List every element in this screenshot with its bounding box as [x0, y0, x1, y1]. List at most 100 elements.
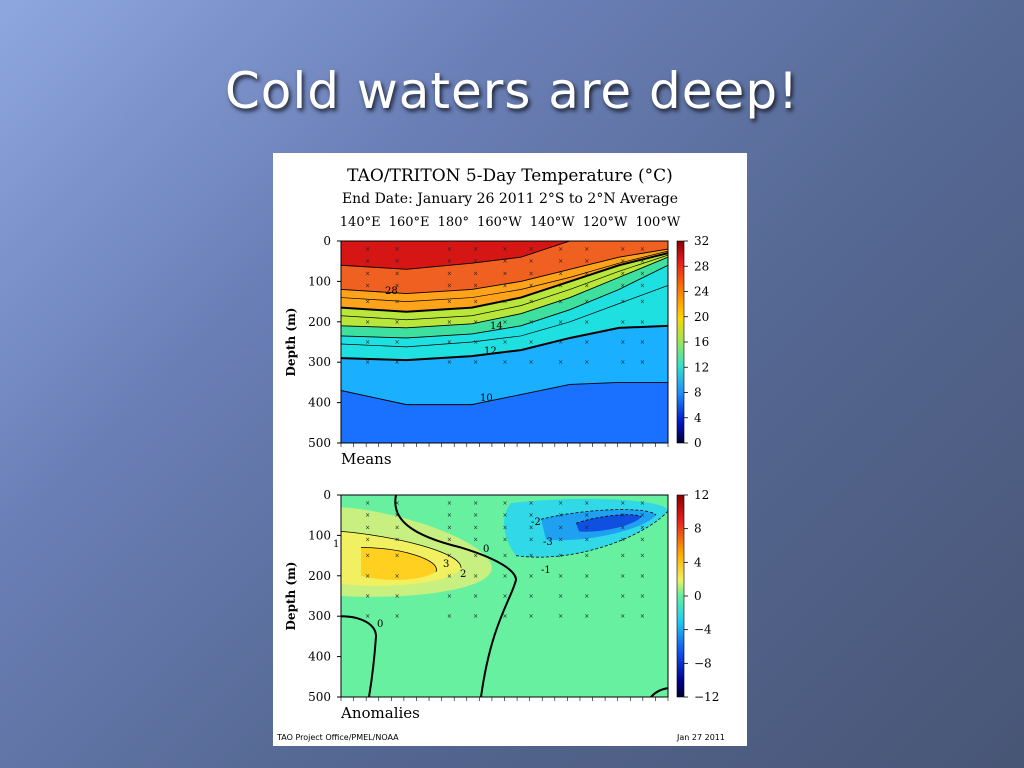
mooring-marker: × — [473, 524, 478, 531]
mooring-marker: × — [503, 359, 508, 366]
mooring-marker: × — [584, 524, 589, 531]
means-isotherm-line — [341, 264, 668, 339]
means-isotherm-line — [341, 252, 668, 313]
mooring-marker: × — [584, 553, 589, 560]
y-tick-label: 200 — [308, 569, 331, 583]
mooring-marker: × — [395, 258, 400, 265]
y-tick-label: 400 — [308, 650, 331, 664]
mooring-marker: × — [558, 553, 563, 560]
mooring-marker: × — [447, 270, 452, 277]
mooring-marker: × — [558, 613, 563, 620]
mooring-marker: × — [365, 593, 370, 600]
anomaly-contour-label: 0 — [377, 619, 383, 630]
mooring-marker: × — [365, 299, 370, 306]
mooring-marker: × — [640, 258, 645, 265]
y-tick-label: 0 — [323, 234, 331, 248]
mooring-marker: × — [529, 613, 534, 620]
anomaly-contour-label: 3 — [443, 559, 449, 570]
mooring-marker: × — [558, 319, 563, 326]
mooring-marker: × — [365, 339, 370, 346]
y-tick-label: 500 — [308, 690, 331, 704]
means-isotherm-line — [341, 250, 668, 302]
mooring-marker: × — [395, 500, 400, 507]
mooring-marker: × — [473, 282, 478, 289]
mooring-marker: × — [365, 512, 370, 519]
mooring-marker: × — [473, 500, 478, 507]
mooring-marker: × — [640, 319, 645, 326]
anomaly-zero-contour — [340, 615, 378, 698]
mooring-marker: × — [558, 593, 563, 600]
mooring-marker: × — [584, 339, 589, 346]
mooring-marker: × — [447, 553, 452, 560]
mooring-marker: × — [529, 258, 534, 265]
anomaly-contour-label: -2 — [531, 517, 541, 528]
figure-title: TAO/TRITON 5-Day Temperature (°C) — [347, 166, 673, 186]
mooring-marker: × — [584, 282, 589, 289]
mooring-marker: × — [503, 573, 508, 580]
colorbar-label: −4 — [694, 623, 712, 637]
mooring-marker: × — [640, 553, 645, 560]
y-tick-label: 100 — [308, 274, 331, 288]
mooring-marker: × — [558, 536, 563, 543]
mooring-marker: × — [447, 500, 452, 507]
mooring-marker: × — [365, 270, 370, 277]
mooring-marker: × — [584, 500, 589, 507]
anomaly-negative-contour — [515, 510, 669, 558]
anomaly-contour-label: -1 — [541, 565, 551, 576]
mooring-marker: × — [473, 319, 478, 326]
mooring-marker: × — [558, 270, 563, 277]
mooring-marker: × — [640, 339, 645, 346]
mooring-marker: × — [395, 524, 400, 531]
y-tick-label: 400 — [308, 396, 331, 410]
mooring-marker: × — [447, 299, 452, 306]
mooring-marker: × — [640, 573, 645, 580]
colorbar-label: 12 — [694, 488, 709, 502]
mooring-marker: × — [584, 573, 589, 580]
mooring-marker: × — [395, 359, 400, 366]
mooring-marker: × — [640, 613, 645, 620]
mooring-marker: × — [529, 319, 534, 326]
mooring-marker: × — [395, 613, 400, 620]
footer-date: Jan 27 2011 — [677, 733, 725, 742]
mooring-marker: × — [473, 573, 478, 580]
mooring-marker: × — [558, 299, 563, 306]
anomaly-contour-label: 2 — [460, 569, 466, 580]
mooring-marker: × — [473, 613, 478, 620]
mooring-marker: × — [640, 500, 645, 507]
mooring-marker: × — [620, 593, 625, 600]
mooring-marker: × — [584, 613, 589, 620]
mooring-marker: × — [558, 258, 563, 265]
mooring-marker: × — [447, 536, 452, 543]
mooring-marker: × — [529, 536, 534, 543]
colorbar — [676, 494, 685, 698]
mooring-marker: × — [620, 524, 625, 531]
y-tick-label: 200 — [308, 315, 331, 329]
colorbar-label: 32 — [694, 234, 709, 248]
anomaly-negative-contour — [540, 509, 657, 520]
colorbar-label: 0 — [694, 589, 702, 603]
means-isotherm-line — [341, 248, 668, 294]
mooring-marker: × — [503, 282, 508, 289]
mooring-marker: × — [473, 339, 478, 346]
means-contour-label: 28 — [385, 286, 398, 297]
mooring-marker: × — [529, 299, 534, 306]
mooring-marker: × — [620, 319, 625, 326]
mooring-marker: × — [503, 500, 508, 507]
colorbar-label: 8 — [694, 386, 702, 400]
mooring-marker: × — [529, 500, 534, 507]
colorbar-label: 20 — [694, 310, 709, 324]
mooring-marker: × — [365, 319, 370, 326]
means-isotherm-line — [341, 381, 668, 406]
mooring-marker: × — [529, 593, 534, 600]
mooring-marker: × — [473, 258, 478, 265]
mooring-marker: × — [640, 282, 645, 289]
mooring-marker: × — [503, 270, 508, 277]
means-contour-label: 10 — [480, 393, 493, 404]
colorbar-label: 4 — [694, 411, 702, 425]
mooring-marker: × — [640, 524, 645, 531]
mooring-marker: × — [620, 246, 625, 253]
mooring-marker: × — [620, 512, 625, 519]
mooring-marker: × — [558, 359, 563, 366]
mooring-marker: × — [529, 270, 534, 277]
panel-label-anomalies: Anomalies — [341, 704, 420, 722]
